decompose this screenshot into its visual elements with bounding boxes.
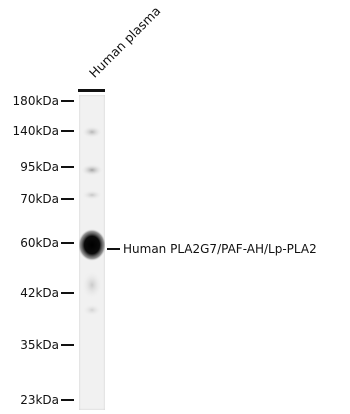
faint-band-140 (82, 126, 102, 138)
blot-image (78, 126, 106, 316)
marker-tick (61, 344, 74, 346)
marker-23kda: 23kDa (0, 393, 74, 407)
marker-60kda: 60kDa (0, 236, 74, 250)
marker-label: 95kDa (20, 160, 59, 174)
marker-label: 23kDa (20, 393, 59, 407)
marker-140kda: 140kDa (0, 124, 74, 138)
faint-band-42 (83, 304, 101, 316)
lane-label: Human plasma (86, 3, 164, 81)
main-band (78, 229, 106, 261)
marker-35kda: 35kDa (0, 338, 74, 352)
marker-180kda: 180kDa (0, 94, 74, 108)
marker-label: 140kDa (12, 124, 59, 138)
marker-95kda: 95kDa (0, 160, 74, 174)
marker-tick (61, 198, 74, 200)
marker-label: 42kDa (20, 286, 59, 300)
marker-label: 60kDa (20, 236, 59, 250)
marker-42kda: 42kDa (0, 286, 74, 300)
marker-tick (61, 100, 74, 102)
marker-tick (61, 166, 74, 168)
smear-band (82, 271, 102, 299)
blot-lane (78, 95, 106, 410)
marker-tick (61, 292, 74, 294)
marker-label: 35kDa (20, 338, 59, 352)
marker-tick (61, 242, 74, 244)
marker-tick (61, 130, 74, 132)
marker-label: 70kDa (20, 192, 59, 206)
marker-label: 180kDa (12, 94, 59, 108)
target-tick (107, 248, 120, 250)
target-label: Human PLA2G7/PAF-AH/Lp-PLA2 (123, 242, 317, 256)
faint-band-95 (81, 164, 103, 176)
faint-band-75 (82, 190, 102, 200)
marker-70kda: 70kDa (0, 192, 74, 206)
marker-tick (61, 399, 74, 401)
target-annotation: Human PLA2G7/PAF-AH/Lp-PLA2 (107, 242, 317, 256)
lane-bar (78, 89, 105, 92)
